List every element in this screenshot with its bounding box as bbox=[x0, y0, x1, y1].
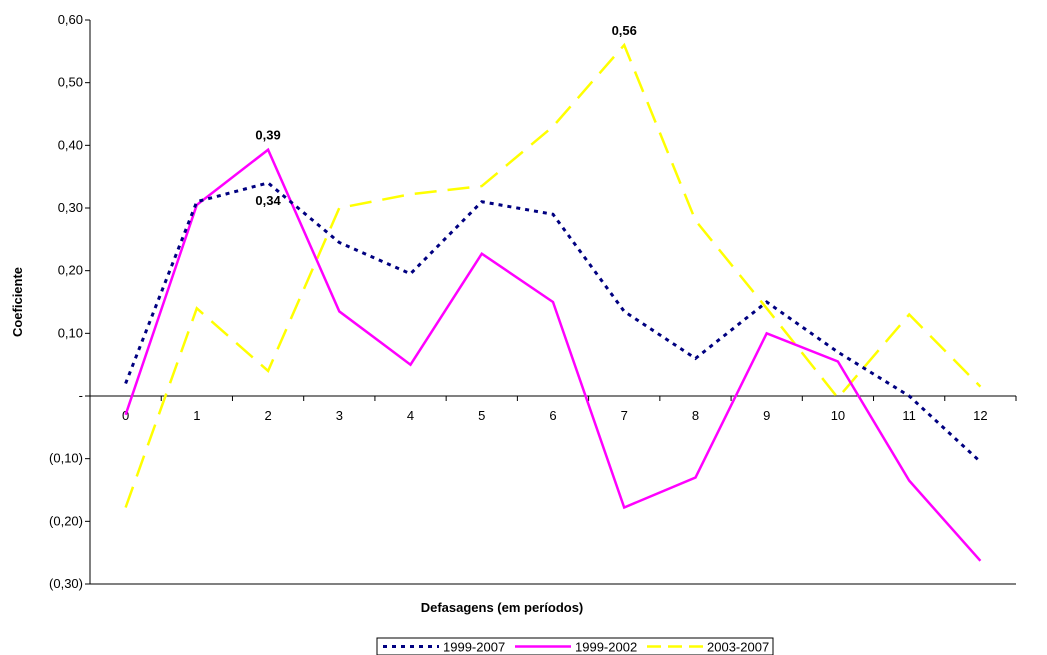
x-tick-label: 4 bbox=[407, 408, 414, 423]
series-layer bbox=[124, 42, 982, 562]
y-tick-label: (0,20) bbox=[49, 513, 83, 528]
x-axis-title: Defasagens (em períodos) bbox=[421, 600, 584, 615]
legend-label: 2003-2007 bbox=[707, 640, 769, 655]
series-line-1999-2002 bbox=[124, 147, 982, 562]
y-tick-label: (0,10) bbox=[49, 451, 83, 466]
y-tick-label: 0,20 bbox=[58, 263, 83, 278]
y-tick-label: (0,30) bbox=[49, 576, 83, 591]
plot-area bbox=[89, 20, 1016, 585]
y-axis: 0,60 0,50 0,40 0,30 0,20 0,10 - (0,10) (0,20) (0,… bbox=[49, 12, 90, 591]
x-tick-label: 3 bbox=[336, 408, 343, 423]
y-tick-label: - bbox=[79, 388, 83, 403]
y-tick-label: 0,60 bbox=[58, 12, 83, 27]
data-label: 0,56 bbox=[612, 23, 637, 38]
x-tick-label: 11 bbox=[902, 408, 916, 423]
x-tick-label: 1 bbox=[193, 408, 200, 423]
x-tick-label: 6 bbox=[549, 408, 556, 423]
series-line-2003-2007 bbox=[124, 42, 982, 508]
data-label: 0,39 bbox=[255, 128, 280, 143]
x-tick-label: 0 bbox=[122, 408, 129, 423]
x-tick-label: 9 bbox=[763, 408, 770, 423]
x-tick-label: 8 bbox=[692, 408, 699, 423]
x-tick-label: 12 bbox=[973, 408, 987, 423]
x-tick-label: 10 bbox=[831, 408, 845, 423]
legend: 1999-2007 1999-2002 2003-2007 bbox=[376, 637, 774, 655]
data-labels: 0,39 0,34 0,56 bbox=[255, 23, 636, 208]
x-tick-label: 2 bbox=[264, 408, 271, 423]
y-tick-label: 0,50 bbox=[58, 75, 83, 90]
y-tick-label: 0,30 bbox=[58, 200, 83, 215]
y-tick-label: 0,10 bbox=[58, 325, 83, 340]
x-axis: 0 1 2 3 4 5 6 7 8 9 10 11 12 bbox=[89, 395, 1017, 423]
data-label: 0,34 bbox=[255, 193, 281, 208]
legend-label: 1999-2002 bbox=[575, 640, 637, 655]
legend-label: 1999-2007 bbox=[443, 640, 505, 655]
y-axis-title: Coeficiente bbox=[10, 267, 25, 337]
x-tick-label: 7 bbox=[621, 408, 628, 423]
legend-box bbox=[376, 637, 774, 655]
y-tick-label: 0,40 bbox=[58, 137, 83, 152]
x-tick-label: 5 bbox=[478, 408, 485, 423]
series-line-1999-2007 bbox=[124, 181, 982, 463]
